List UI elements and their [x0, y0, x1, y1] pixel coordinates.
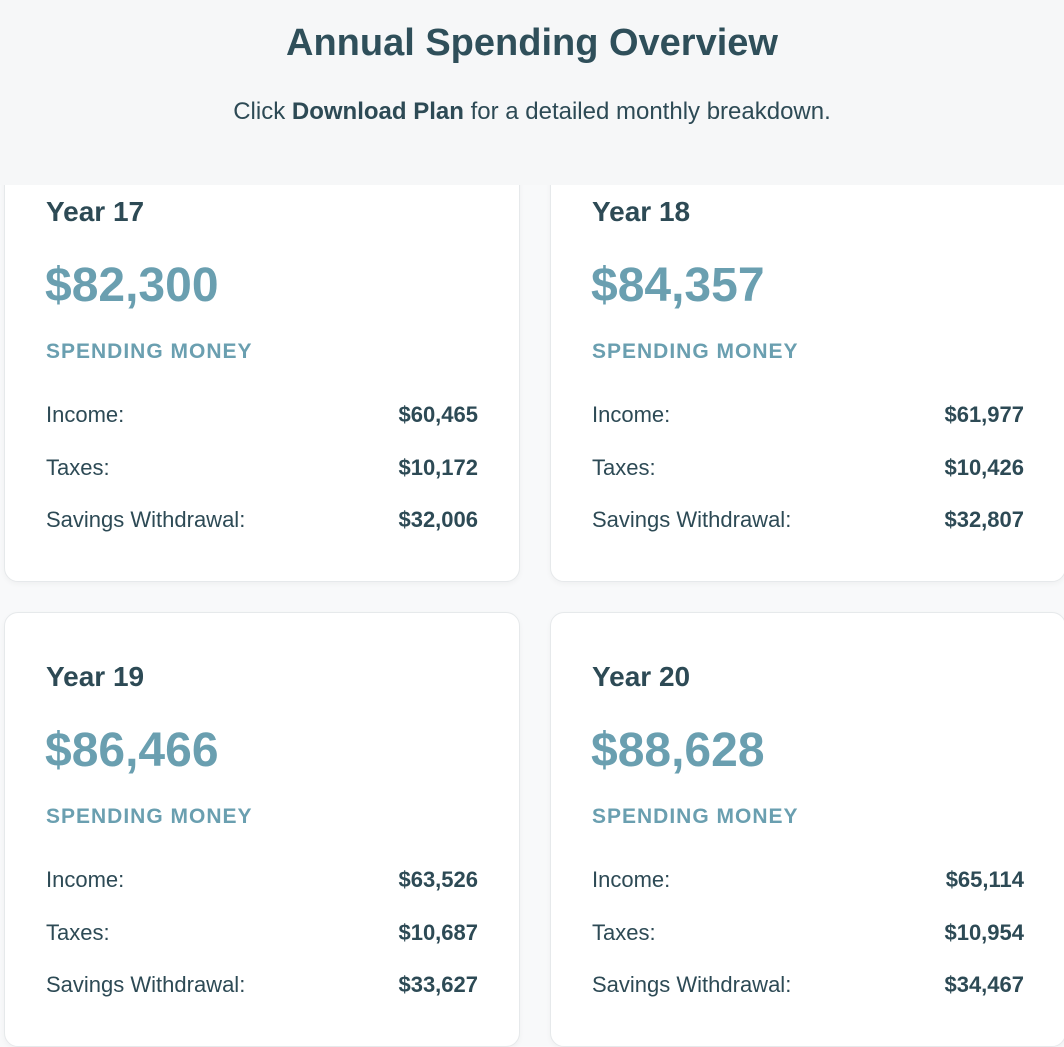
- year-title: Year 17: [46, 196, 145, 227]
- detail-value: $32,807: [944, 507, 1024, 532]
- detail-label: Taxes:: [46, 919, 110, 945]
- header: Annual Spending Overview Click Download …: [0, 0, 1064, 185]
- spending-amount: $86,466: [45, 724, 219, 777]
- detail-row: Savings Withdrawal: $33,627: [46, 972, 478, 1002]
- year-card: Year 18 $84,357 SPENDING MONEY Income: $61,9…: [550, 147, 1064, 582]
- detail-row: Income: $65,114: [592, 867, 1024, 897]
- detail-row: Income: $60,465: [46, 402, 478, 432]
- year-title: Year 20: [592, 661, 691, 692]
- year-card: Year 19 $86,466 SPENDING MONEY Income: $63,5…: [4, 612, 520, 1047]
- detail-value: $32,006: [398, 507, 478, 532]
- spending-amount: $88,628: [591, 724, 765, 777]
- year-card: Year 17 $82,300 SPENDING MONEY Income: $60,4…: [4, 147, 520, 582]
- title: Annual Spending Overview: [286, 22, 778, 64]
- detail-value: $33,627: [398, 972, 478, 997]
- detail-label: Income:: [592, 867, 671, 892]
- detail-value: $10,172: [398, 454, 478, 480]
- detail-value: $10,954: [944, 919, 1024, 945]
- detail-label: Savings Withdrawal:: [46, 972, 246, 997]
- detail-label: Income:: [46, 867, 125, 892]
- detail-label: Savings Withdrawal:: [592, 507, 792, 532]
- detail-label: Savings Withdrawal:: [46, 507, 246, 532]
- detail-row: Savings Withdrawal: $32,006: [46, 507, 478, 537]
- spending-amount: $84,357: [591, 259, 765, 312]
- subtitle: Click Download Plan for a detailed month…: [0, 98, 1064, 126]
- subtitle-text: for a detailed monthly breakdown.: [470, 98, 831, 125]
- detail-row: Savings Withdrawal: $32,807: [592, 507, 1024, 537]
- detail-row: Income: $63,526: [46, 867, 478, 897]
- detail-row: Taxes: $10,954: [592, 920, 1024, 950]
- amount-label: SPENDING MONEY: [46, 340, 253, 363]
- detail-value: $10,687: [398, 919, 478, 945]
- detail-row: Taxes: $10,172: [46, 455, 478, 485]
- detail-label: Income:: [592, 402, 671, 427]
- amount-label: SPENDING MONEY: [592, 340, 799, 363]
- detail-label: Savings Withdrawal:: [592, 972, 792, 997]
- detail-label: Taxes:: [592, 454, 656, 480]
- detail-value: $34,467: [944, 972, 1024, 997]
- subtitle-text: Click: [233, 98, 286, 125]
- year-card: Year 20 $88,628 SPENDING MONEY Income: $65,1…: [550, 612, 1064, 1047]
- detail-row: Taxes: $10,426: [592, 455, 1024, 485]
- detail-row: Income: $61,977: [592, 402, 1024, 432]
- year-title: Year 18: [592, 196, 691, 227]
- detail-value: $61,977: [944, 402, 1024, 427]
- detail-label: Taxes:: [592, 919, 656, 945]
- detail-value: $10,426: [944, 454, 1024, 480]
- amount-label: SPENDING MONEY: [592, 805, 799, 828]
- subtitle-emphasis: Download Plan: [291, 98, 464, 125]
- amount-label: SPENDING MONEY: [46, 805, 253, 828]
- detail-value: $65,114: [945, 867, 1024, 892]
- detail-label: Income:: [46, 402, 125, 427]
- spending-amount: $82,300: [45, 259, 219, 312]
- year-title: Year 19: [46, 661, 145, 692]
- detail-row: Taxes: $10,687: [46, 920, 478, 950]
- detail-row: Savings Withdrawal: $34,467: [592, 972, 1024, 1002]
- detail-value: $63,526: [398, 867, 478, 892]
- detail-label: Taxes:: [46, 454, 110, 480]
- detail-value: $60,465: [398, 402, 478, 427]
